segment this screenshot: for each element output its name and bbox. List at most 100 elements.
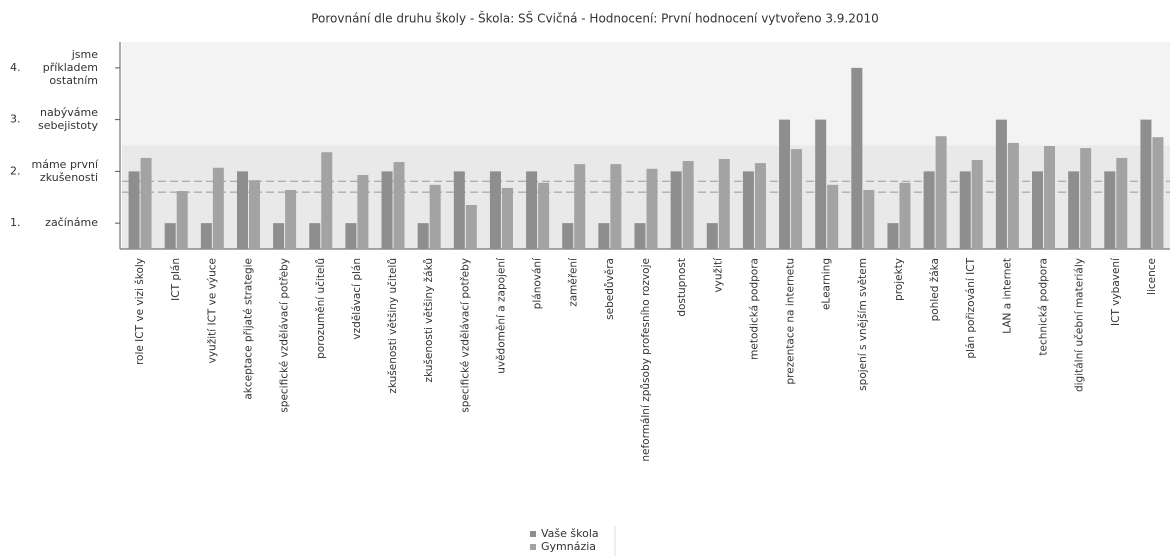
bar bbox=[1032, 171, 1044, 249]
x-tick-label: ICT plán bbox=[170, 258, 182, 301]
y-level-text: začínáme bbox=[45, 216, 98, 229]
x-tick-label: digitální učební materiály bbox=[1074, 258, 1086, 392]
bar bbox=[754, 163, 766, 249]
chart-title: Porovnání dle druhu školy - Škola: SŠ Cv… bbox=[311, 11, 879, 26]
x-tick-label: dostupnost bbox=[676, 258, 688, 317]
plot-band-upper bbox=[122, 42, 1170, 146]
bar bbox=[574, 164, 586, 249]
y-level-text: nabýváme sebejistoty bbox=[38, 106, 98, 132]
y-tick-label: 1. bbox=[10, 216, 21, 229]
bar bbox=[706, 223, 718, 249]
x-tick-label: licence bbox=[1146, 258, 1158, 295]
bar bbox=[345, 223, 357, 249]
bar bbox=[791, 149, 803, 249]
bar bbox=[971, 159, 983, 249]
bar bbox=[887, 223, 899, 249]
bar bbox=[1116, 157, 1128, 249]
bar bbox=[1152, 137, 1164, 249]
bar bbox=[1080, 148, 1092, 249]
bar bbox=[779, 119, 791, 249]
x-tick-label: spojení s vnějším světem bbox=[857, 258, 869, 391]
x-tick-label: akceptace přijaté strategie bbox=[242, 258, 254, 400]
legend-swatch bbox=[530, 544, 536, 550]
bar bbox=[393, 162, 405, 249]
bar bbox=[489, 171, 501, 249]
x-tick-label: technická podpora bbox=[1038, 258, 1050, 356]
x-tick-label: metodická podpora bbox=[748, 258, 760, 360]
x-tick-label: role ICT ve vizi školy bbox=[134, 258, 146, 365]
bar bbox=[309, 223, 321, 249]
x-tick-label: využití ICT ve výuce bbox=[206, 258, 218, 363]
y-tick-label: 3. bbox=[10, 113, 21, 126]
bar bbox=[321, 152, 333, 249]
legend-label: Gymnázia bbox=[541, 540, 596, 553]
bar bbox=[562, 223, 574, 249]
bar bbox=[273, 223, 285, 249]
x-tick-label: pohled žáka bbox=[929, 258, 941, 321]
bar bbox=[670, 171, 682, 249]
bar bbox=[1044, 146, 1056, 249]
y-tick-label: 2. bbox=[10, 164, 21, 177]
x-tick-label: prezentace na internetu bbox=[785, 258, 797, 385]
x-tick-label: vzdělávací plán bbox=[351, 258, 363, 340]
legend-swatch bbox=[530, 531, 536, 537]
bar bbox=[1007, 142, 1019, 249]
bar bbox=[417, 223, 429, 249]
y-level-text: máme první zkušenosti bbox=[32, 158, 99, 184]
bar bbox=[682, 161, 694, 249]
bar bbox=[646, 168, 658, 249]
x-tick-label: zkušenosti většiny žáků bbox=[423, 258, 435, 383]
x-tick-label: LAN a internet bbox=[1001, 258, 1013, 334]
x-tick-label: specifické vzdělávací potřeby bbox=[279, 258, 291, 413]
bar bbox=[140, 157, 152, 249]
x-tick-label: specifické vzdělávací potřeby bbox=[459, 258, 471, 413]
bar bbox=[827, 184, 839, 249]
bar bbox=[718, 158, 730, 249]
x-tick-label: neformální způsoby profesního rozvoje bbox=[640, 258, 652, 462]
y-tick-label: 4. bbox=[10, 61, 21, 74]
x-tick-label: eLearning bbox=[821, 258, 833, 310]
bar bbox=[863, 190, 875, 249]
plot-band-lower bbox=[122, 145, 1170, 249]
x-tick-label: zaměření bbox=[568, 257, 580, 307]
bar bbox=[634, 223, 646, 249]
bar bbox=[501, 187, 513, 249]
bar bbox=[164, 223, 176, 249]
bar bbox=[538, 182, 550, 249]
bar bbox=[212, 167, 224, 249]
bar bbox=[959, 171, 971, 249]
bar bbox=[815, 119, 827, 249]
x-tick-label: využití bbox=[712, 257, 724, 293]
x-tick-label: plán pořizování ICT bbox=[965, 257, 977, 358]
bar bbox=[923, 171, 935, 249]
x-tick-label: porozumění učitelů bbox=[315, 258, 327, 359]
legend-label: Vaše škola bbox=[541, 527, 599, 540]
x-tick-label: plánování bbox=[532, 257, 544, 309]
bar bbox=[899, 182, 911, 249]
bar bbox=[1068, 171, 1080, 249]
bar bbox=[128, 171, 140, 249]
x-tick-label: uvědomění a zapojení bbox=[495, 257, 507, 374]
bar bbox=[285, 190, 297, 249]
x-tick-label: projekty bbox=[893, 258, 905, 301]
bar bbox=[1140, 119, 1152, 249]
bar bbox=[453, 171, 465, 249]
bar bbox=[742, 171, 754, 249]
bar bbox=[526, 171, 538, 249]
bar bbox=[1104, 171, 1116, 249]
bar bbox=[465, 205, 477, 249]
x-tick-label: zkušenosti většiny učitelů bbox=[387, 258, 399, 394]
bar bbox=[851, 67, 863, 249]
bar bbox=[935, 136, 947, 249]
bar bbox=[610, 164, 622, 249]
x-tick-label: ICT vybavení bbox=[1110, 257, 1122, 326]
bar bbox=[429, 184, 441, 249]
bar bbox=[381, 171, 393, 249]
bar bbox=[248, 180, 260, 249]
bar bbox=[598, 223, 610, 249]
bar bbox=[200, 223, 212, 249]
bar bbox=[176, 191, 188, 249]
bar bbox=[995, 119, 1007, 249]
bar bbox=[236, 171, 248, 249]
